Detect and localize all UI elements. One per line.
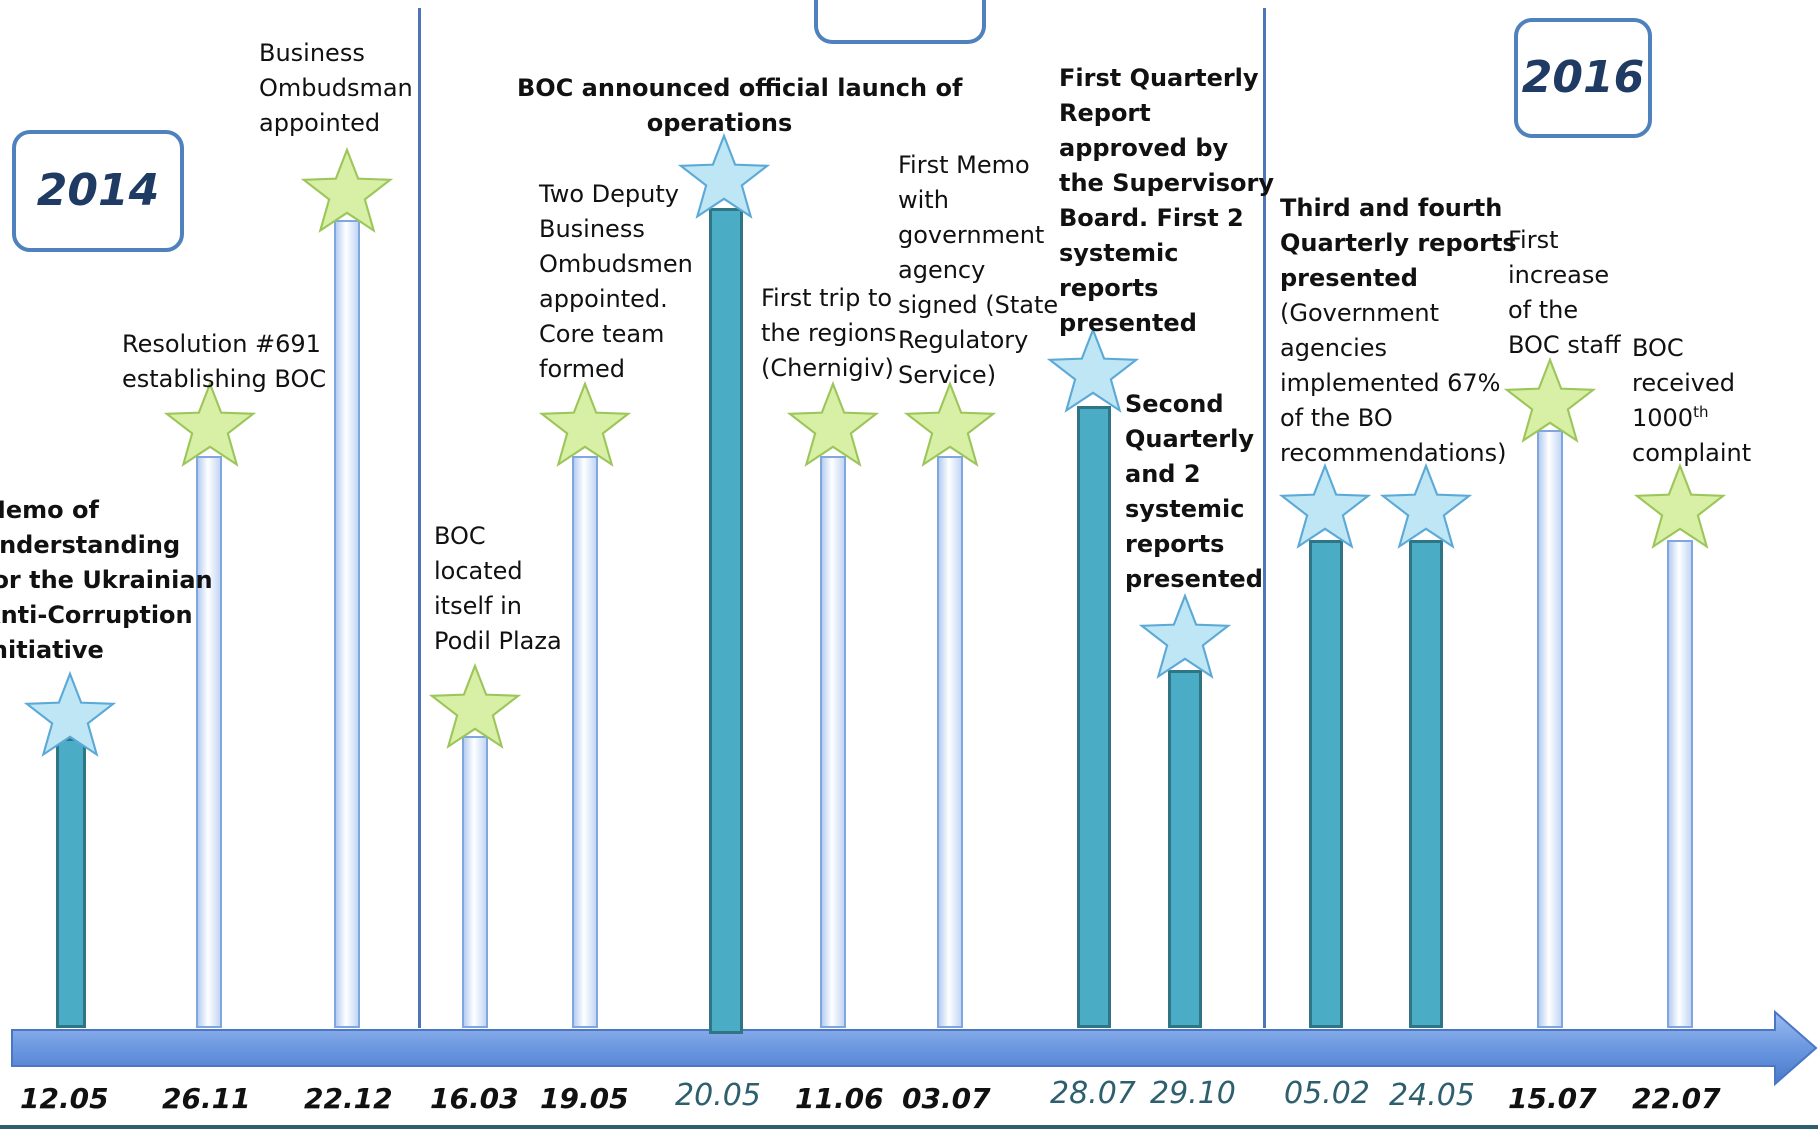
milestone-pole (1537, 430, 1563, 1028)
event-label-staff-increase: First increase of the BOC staff (1508, 226, 1621, 359)
date-label: 11.06 (795, 1082, 884, 1115)
star-icon (1505, 358, 1595, 442)
timeline-axis-arrow (11, 1010, 1818, 1087)
event-label-first-trip: First trip to the regions (Chernigiv) (761, 284, 897, 382)
milestone-pole (1409, 540, 1443, 1028)
event-label-resolution: Resolution #691 establishing BOC (122, 330, 327, 393)
milestone-pole (462, 736, 488, 1028)
milestone-pole (56, 738, 86, 1028)
star-icon (1140, 594, 1230, 678)
year-box-2016: 2016 (1514, 18, 1652, 138)
date-label: 24.05 (1389, 1078, 1475, 1113)
event-label-second-quarterly-report: Second Quarterly and 2 systemic reports prese… (1125, 390, 1263, 593)
milestone-pole (937, 456, 963, 1028)
date-label: 16.03 (430, 1082, 519, 1115)
event-label-official-launch: BOC announced official launch of operatio… (517, 74, 963, 137)
date-label: 05.02 (1284, 1076, 1370, 1111)
milestone-pole (334, 220, 360, 1028)
event-label-podil-plaza: BOC located itself in Podil Plaza (434, 522, 562, 655)
event-label-first-quarterly-report: First Quarterly Report approved by the Supe… (1059, 64, 1274, 337)
date-label: 22.12 (304, 1082, 393, 1115)
year-separator-line (418, 8, 421, 1028)
date-label: 20.05 (675, 1078, 761, 1113)
star-icon (1280, 464, 1370, 548)
milestone-pole (1168, 670, 1202, 1028)
milestone-pole (709, 208, 743, 1034)
milestone-pole (1309, 540, 1343, 1028)
star-icon (302, 148, 392, 232)
date-label: 03.07 (902, 1082, 991, 1115)
date-label: 26.11 (162, 1082, 251, 1115)
milestone-pole (820, 456, 846, 1028)
star-icon (1048, 328, 1138, 412)
star-icon (788, 382, 878, 466)
year-box-2014: 2014 (12, 130, 184, 252)
date-label: 15.07 (1508, 1082, 1597, 1115)
milestone-pole (196, 456, 222, 1028)
event-label-third-fourth-quarterly: Third and fourth Quarterly reports prese… (1280, 194, 1517, 467)
event-label-1000th-complaint: BOC received 1000th complaint (1632, 334, 1752, 467)
year-separator-line (1263, 8, 1266, 1028)
event-label-ombudsman-appointed: Business Ombudsman appointed (259, 39, 413, 137)
star-icon (430, 664, 520, 748)
date-label: 29.10 (1150, 1076, 1236, 1111)
milestone-pole (1667, 540, 1693, 1028)
date-label: 12.05 (20, 1082, 109, 1115)
star-icon (25, 672, 115, 756)
arrow-head-icon (11, 1010, 1818, 1087)
bottom-rule (0, 1125, 1818, 1129)
event-label-deputies-appointed: Two Deputy Business Ombudsmen appointed. Cor… (539, 180, 693, 383)
date-label: 22.07 (1632, 1082, 1721, 1115)
star-icon (679, 134, 769, 218)
event-label-first-memo-government: First Memo with government agency signed (St… (898, 151, 1059, 389)
star-icon (1381, 464, 1471, 548)
star-icon (905, 382, 995, 466)
milestone-pole (1077, 406, 1111, 1028)
year-box-2015 (814, 0, 986, 44)
star-icon (540, 382, 630, 466)
date-label: 28.07 (1050, 1076, 1136, 1111)
date-label: 19.05 (540, 1082, 629, 1115)
milestone-pole (572, 456, 598, 1028)
star-icon (1635, 464, 1725, 548)
